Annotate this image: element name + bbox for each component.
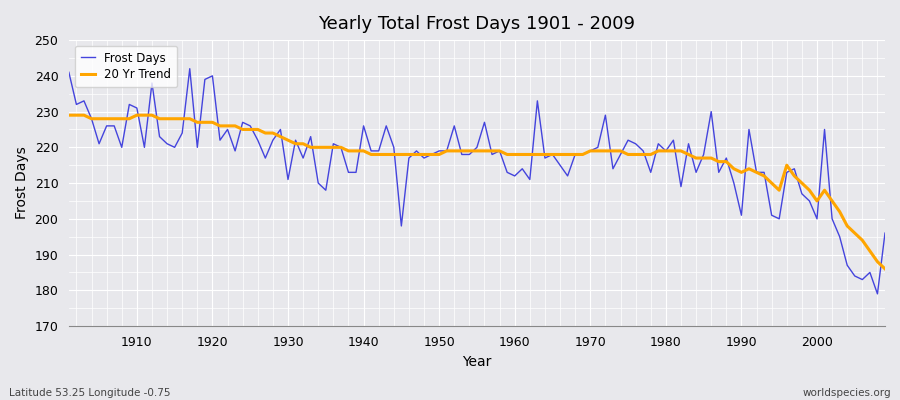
20 Yr Trend xyxy=(336,145,346,150)
Frost Days xyxy=(608,166,618,171)
Frost Days xyxy=(184,66,195,71)
20 Yr Trend xyxy=(124,116,135,121)
Text: Latitude 53.25 Longitude -0.75: Latitude 53.25 Longitude -0.75 xyxy=(9,388,170,398)
Frost Days xyxy=(63,70,74,75)
Y-axis label: Frost Days: Frost Days xyxy=(15,147,29,220)
20 Yr Trend xyxy=(509,152,520,157)
X-axis label: Year: Year xyxy=(463,355,491,369)
Frost Days xyxy=(343,170,354,175)
Title: Yearly Total Frost Days 1901 - 2009: Yearly Total Frost Days 1901 - 2009 xyxy=(319,15,635,33)
20 Yr Trend xyxy=(879,266,890,271)
Frost Days xyxy=(879,231,890,236)
Frost Days xyxy=(298,156,309,160)
20 Yr Trend xyxy=(600,148,611,153)
Line: Frost Days: Frost Days xyxy=(68,69,885,294)
20 Yr Trend xyxy=(290,141,301,146)
Frost Days xyxy=(509,174,520,178)
Frost Days xyxy=(124,102,135,107)
Frost Days xyxy=(872,292,883,296)
20 Yr Trend xyxy=(63,113,74,118)
20 Yr Trend xyxy=(502,152,513,157)
Line: 20 Yr Trend: 20 Yr Trend xyxy=(68,115,885,269)
Frost Days xyxy=(517,166,527,171)
Text: worldspecies.org: worldspecies.org xyxy=(803,388,891,398)
Legend: Frost Days, 20 Yr Trend: Frost Days, 20 Yr Trend xyxy=(75,46,177,87)
